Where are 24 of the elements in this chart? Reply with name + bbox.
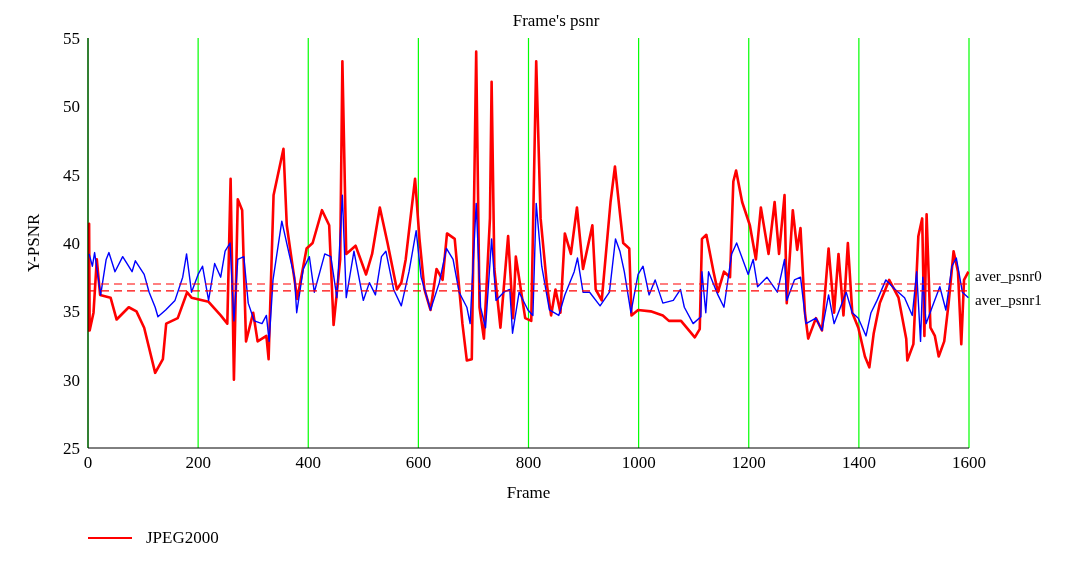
y-axis-title: Y-PSNR — [24, 213, 44, 273]
y-tick-label: 40 — [63, 234, 80, 254]
x-tick-label: 1000 — [621, 453, 656, 473]
x-tick-label: 1400 — [841, 453, 876, 473]
y-tick-label: 50 — [63, 97, 80, 117]
y-tick-label: 55 — [63, 29, 80, 49]
y-tick-label: 25 — [63, 439, 80, 459]
y-tick-label: 30 — [63, 370, 80, 390]
chart-title: Frame's psnr — [512, 11, 600, 30]
x-tick-label: 800 — [515, 453, 542, 473]
y-tick-label: 45 — [63, 165, 80, 185]
x-axis-title: Frame — [506, 483, 551, 502]
x-tick-label: 1200 — [731, 453, 766, 473]
y-tick-label: 35 — [63, 302, 80, 322]
legend-label: JPEG2000 — [146, 528, 219, 548]
ref-line-label: aver_psnr1 — [975, 291, 1042, 308]
ref-line-label: aver_psnr0 — [975, 268, 1042, 284]
x-tick-label: 200 — [185, 453, 211, 473]
x-tick-label: 1600 — [952, 453, 986, 473]
x-tick-label: 0 — [83, 453, 93, 473]
line-series — [88, 194, 969, 343]
x-tick-label: 600 — [405, 453, 432, 473]
line-series — [88, 50, 969, 381]
x-tick-label: 400 — [295, 453, 321, 473]
